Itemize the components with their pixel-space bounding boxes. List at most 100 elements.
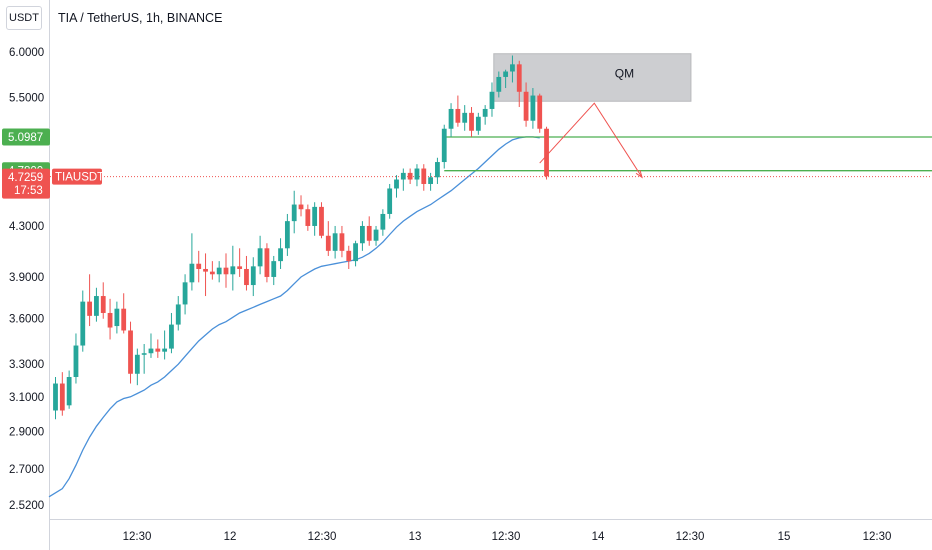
y-tick-label: 3.1000 bbox=[9, 392, 44, 404]
candle bbox=[435, 157, 440, 184]
candle bbox=[175, 296, 181, 331]
candle-body bbox=[366, 225, 372, 241]
y-tick-label: 3.6000 bbox=[9, 314, 44, 326]
moving-average-line bbox=[48, 136, 540, 498]
candle-body bbox=[155, 348, 161, 352]
candle bbox=[100, 282, 106, 319]
candle bbox=[496, 71, 502, 98]
y-tick-label: 3.9000 bbox=[9, 272, 44, 284]
candle bbox=[80, 290, 86, 352]
candle bbox=[414, 164, 420, 187]
candle-body bbox=[73, 345, 79, 377]
candle bbox=[73, 333, 79, 384]
tag-level-upper: 5.0987 bbox=[2, 128, 50, 146]
x-tick-label: 12:30 bbox=[863, 531, 892, 543]
candle-body bbox=[455, 108, 461, 123]
candle bbox=[87, 274, 92, 327]
candle bbox=[155, 339, 161, 358]
candle-body bbox=[148, 348, 154, 354]
candle-body bbox=[53, 383, 58, 411]
x-tick-label: 12:30 bbox=[308, 531, 337, 543]
candle bbox=[428, 172, 433, 191]
projection-arrowhead bbox=[635, 170, 643, 179]
candle bbox=[237, 248, 243, 277]
y-tick-label: 2.9000 bbox=[9, 427, 44, 439]
candle bbox=[537, 93, 543, 133]
candle bbox=[325, 221, 331, 256]
candle-body bbox=[544, 128, 549, 177]
candle bbox=[421, 164, 427, 191]
candle-body bbox=[530, 95, 536, 121]
candle-body bbox=[380, 213, 386, 230]
candle bbox=[271, 255, 277, 286]
candle-body bbox=[482, 108, 488, 117]
candle bbox=[489, 82, 495, 117]
candle bbox=[346, 245, 352, 269]
candle bbox=[223, 253, 229, 288]
candle bbox=[298, 195, 304, 217]
y-tick-label: 2.5200 bbox=[9, 500, 44, 512]
candle-body bbox=[80, 301, 86, 346]
candle-body bbox=[325, 235, 331, 251]
candle-body bbox=[141, 353, 147, 355]
candle-body bbox=[298, 204, 304, 210]
current-price-text: 4.7259 bbox=[8, 172, 43, 184]
x-tick-label: 12:30 bbox=[123, 531, 152, 543]
y-tick-label: 5.5000 bbox=[9, 92, 44, 104]
candle-body bbox=[189, 263, 195, 283]
candle bbox=[264, 243, 270, 283]
candle-body bbox=[496, 76, 502, 92]
candle bbox=[148, 333, 154, 358]
candle-body bbox=[162, 348, 168, 352]
candle bbox=[114, 301, 120, 334]
candle bbox=[366, 216, 372, 246]
x-tick-label: 12:30 bbox=[676, 531, 705, 543]
candle-body bbox=[237, 266, 243, 269]
candle bbox=[503, 69, 509, 89]
candle-body bbox=[59, 383, 65, 411]
y-tick-label: 3.3000 bbox=[9, 359, 44, 371]
candle-body bbox=[203, 268, 208, 272]
candle bbox=[162, 330, 168, 360]
candle-body bbox=[107, 312, 113, 328]
candle-body bbox=[489, 91, 495, 109]
countdown-text: 17:53 bbox=[14, 185, 43, 197]
y-tick-label: 6.0000 bbox=[9, 47, 44, 59]
candle bbox=[332, 225, 338, 259]
candle-body bbox=[169, 324, 174, 349]
candle-body bbox=[353, 243, 358, 262]
candle bbox=[516, 60, 522, 108]
candle-body bbox=[223, 267, 229, 275]
candle-body bbox=[257, 248, 263, 267]
candle bbox=[475, 112, 481, 135]
tag-level-upper-text: 5.0987 bbox=[8, 132, 43, 144]
candle bbox=[400, 168, 406, 191]
candle bbox=[448, 103, 454, 137]
candle bbox=[230, 245, 236, 291]
candle bbox=[523, 82, 529, 127]
candle bbox=[278, 238, 283, 269]
candle bbox=[360, 221, 365, 251]
candle-body bbox=[435, 162, 440, 178]
candle bbox=[244, 255, 249, 291]
candle-body bbox=[66, 376, 72, 406]
currency-selector[interactable]: USDT bbox=[6, 6, 42, 30]
candle bbox=[182, 274, 188, 315]
candle-body bbox=[182, 282, 188, 305]
candle-body bbox=[373, 229, 379, 241]
candle-body bbox=[264, 248, 270, 277]
candle bbox=[284, 213, 290, 256]
candle-body bbox=[394, 179, 399, 189]
candle-body bbox=[216, 267, 222, 275]
candle-body bbox=[400, 172, 406, 180]
candle-body bbox=[469, 112, 474, 131]
candle bbox=[169, 312, 174, 354]
candle bbox=[128, 321, 133, 384]
candle-body bbox=[462, 112, 468, 123]
candle bbox=[455, 95, 461, 127]
candle bbox=[319, 202, 324, 239]
candle bbox=[209, 261, 215, 280]
candle-body bbox=[448, 108, 454, 129]
candle-body bbox=[134, 354, 140, 374]
candle-body bbox=[503, 71, 509, 77]
